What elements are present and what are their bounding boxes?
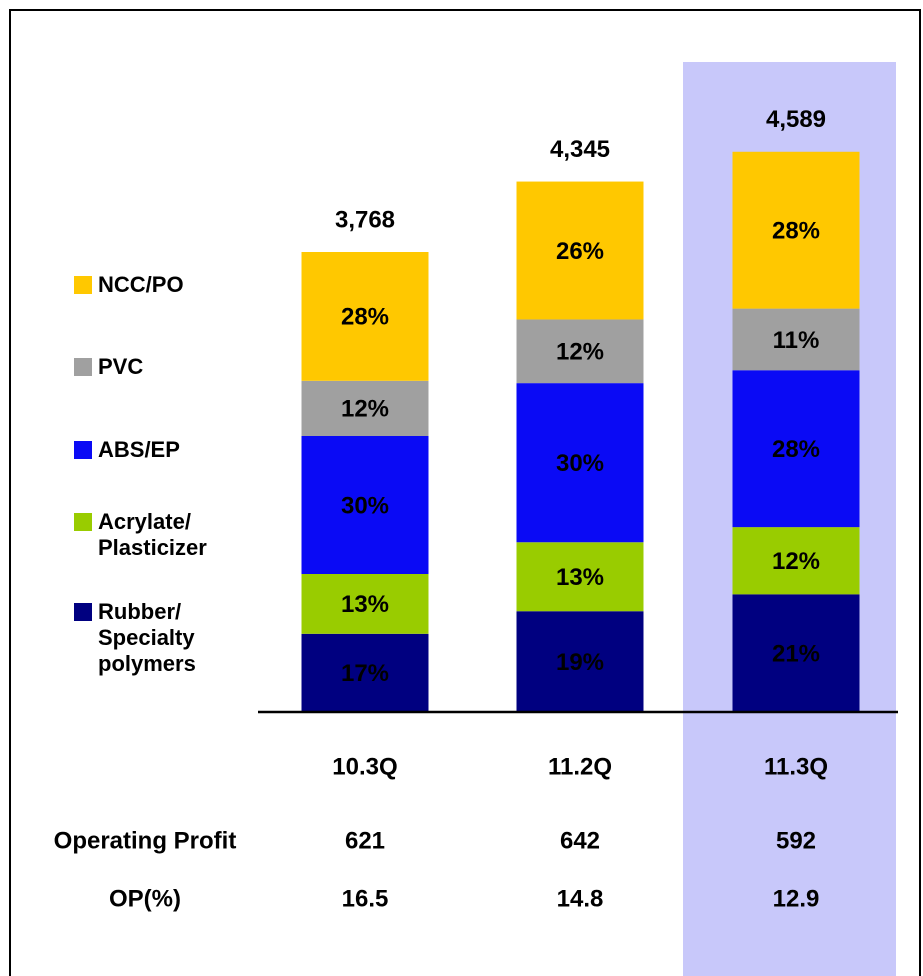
bar-segment	[301, 633, 429, 712]
total-label: 4,589	[766, 106, 826, 133]
segment-label: 21%	[772, 641, 820, 668]
segment-label: 28%	[341, 304, 389, 331]
legend-swatch	[74, 358, 92, 376]
bar-segment	[301, 252, 429, 381]
total-label: 4,345	[550, 136, 610, 163]
bar-segment	[516, 181, 644, 320]
legend-label: PVC	[98, 354, 144, 379]
segment-label: 13%	[556, 564, 604, 591]
legend-swatch	[74, 441, 92, 459]
row-value: 12.9	[773, 885, 820, 912]
bar-segment	[732, 308, 860, 371]
bar-segment	[301, 574, 429, 634]
row-value: 621	[345, 827, 385, 854]
segment-label: 30%	[341, 492, 389, 519]
bar-segment	[516, 319, 644, 384]
bar-segment	[732, 370, 860, 528]
legend-swatch	[74, 276, 92, 294]
row-label: OP(%)	[109, 885, 181, 912]
bar-segment	[516, 542, 644, 612]
legend-label: Rubber/ Specialty polymers	[98, 599, 196, 676]
legend-swatch	[74, 603, 92, 621]
segment-label: 30%	[556, 450, 604, 477]
frame	[9, 9, 921, 976]
segment-label: 28%	[772, 218, 820, 245]
total-label: 3,768	[335, 206, 395, 233]
bar-segment	[732, 594, 860, 712]
category-label: 10.3Q	[332, 753, 397, 780]
legend-label: Acrylate/ Plasticizer	[98, 509, 207, 560]
segment-label: 12%	[341, 396, 389, 423]
bar-segment	[732, 151, 860, 309]
bar-segment	[516, 611, 644, 712]
row-label: Operating Profit	[54, 827, 237, 854]
bar-segment	[301, 436, 429, 574]
segment-label: 19%	[556, 649, 604, 676]
row-value: 16.5	[342, 885, 389, 912]
segment-label: 11%	[773, 327, 820, 354]
segment-label: 12%	[556, 339, 604, 366]
category-label: 11.2Q	[548, 753, 612, 780]
segment-label: 26%	[556, 238, 604, 265]
legend-label: ABS/EP	[98, 437, 180, 462]
bar-segment	[516, 383, 644, 543]
category-label: 11.3Q	[764, 753, 828, 780]
row-value: 642	[560, 827, 600, 854]
row-value: 592	[776, 827, 816, 854]
legend-swatch	[74, 513, 92, 531]
bar-segment	[301, 380, 429, 436]
row-value: 14.8	[557, 885, 604, 912]
legend-label: NCC/PO	[98, 272, 184, 297]
segment-label: 13%	[341, 591, 389, 618]
segment-label: 17%	[341, 660, 389, 687]
segment-label: 28%	[772, 436, 820, 463]
bar-segment	[732, 527, 860, 595]
segment-label: 12%	[772, 548, 820, 575]
